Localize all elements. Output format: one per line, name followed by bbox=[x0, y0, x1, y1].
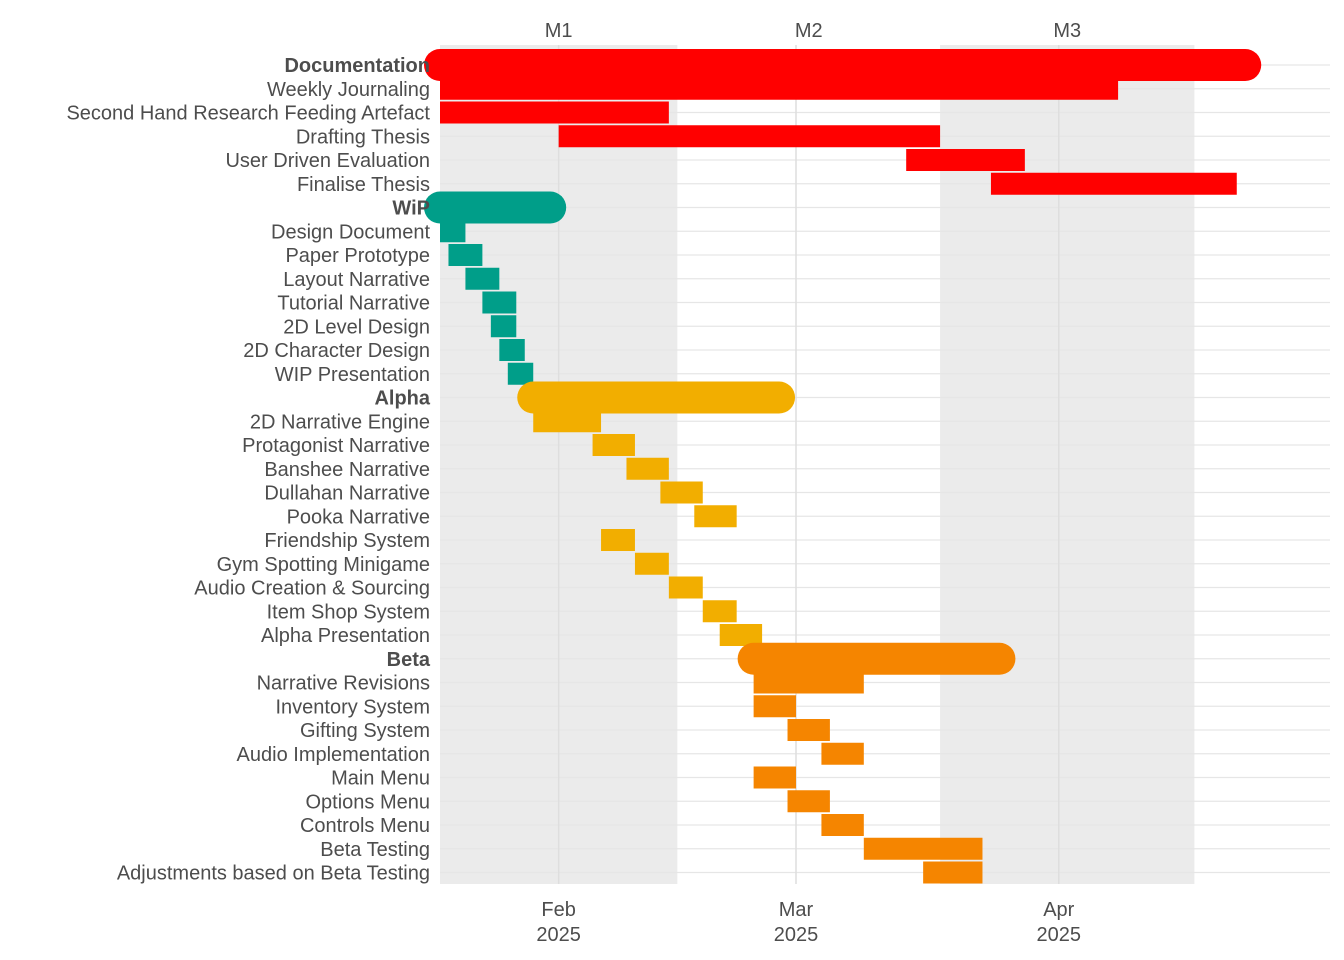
task-bar bbox=[558, 125, 941, 148]
task-bar bbox=[448, 244, 483, 266]
x-tick-label-year: 2025 bbox=[536, 924, 581, 946]
task-bar bbox=[592, 434, 635, 456]
task-label: Paper Prototype bbox=[285, 245, 430, 267]
task-bar bbox=[694, 505, 737, 528]
group-bar bbox=[517, 381, 796, 414]
task-label: Audio Creation & Sourcing bbox=[194, 578, 430, 600]
x-tick-label-month: Apr bbox=[1043, 899, 1074, 921]
gantt-bars bbox=[424, 49, 1262, 884]
task-label: Inventory System bbox=[275, 696, 430, 718]
milestone-bands bbox=[440, 45, 1195, 884]
task-bar bbox=[626, 457, 669, 480]
task-bar bbox=[753, 671, 864, 694]
task-label: Gym Spotting Minigame bbox=[217, 554, 430, 576]
task-label: 2D Level Design bbox=[283, 316, 430, 338]
x-tick-label-month: Feb bbox=[541, 899, 575, 921]
task-bar bbox=[906, 149, 1025, 171]
task-label: Audio Implementation bbox=[237, 744, 430, 766]
x-tick-label-year: 2025 bbox=[774, 924, 819, 946]
task-bar bbox=[440, 220, 466, 243]
task-label: Drafting Thesis bbox=[296, 126, 430, 148]
task-label: Beta Testing bbox=[320, 839, 430, 861]
task-bar bbox=[787, 790, 830, 813]
group-label: Documentation bbox=[284, 55, 430, 77]
task-label: Alpha Presentation bbox=[261, 625, 430, 647]
task-bar bbox=[821, 814, 864, 836]
task-label: WIP Presentation bbox=[275, 364, 430, 386]
milestone-label: M2 bbox=[795, 20, 823, 42]
task-label: Tutorial Narrative bbox=[277, 293, 430, 315]
task-label: Gifting System bbox=[300, 720, 430, 742]
task-label: Finalise Thesis bbox=[297, 174, 430, 196]
x-tick-label-month: Mar bbox=[779, 899, 814, 921]
task-bar bbox=[465, 267, 500, 290]
task-bar bbox=[787, 719, 830, 741]
task-label: Design Document bbox=[271, 221, 430, 243]
milestone-labels: M1 M2 M3 bbox=[545, 20, 1081, 42]
task-label: User Driven Evaluation bbox=[225, 150, 430, 172]
milestone-label: M3 bbox=[1053, 20, 1081, 42]
group-label: Beta bbox=[387, 649, 431, 671]
task-bar bbox=[863, 837, 983, 860]
task-bar bbox=[923, 861, 983, 884]
task-label: Protagonist Narrative bbox=[242, 435, 430, 457]
task-bar bbox=[668, 576, 703, 599]
task-bar bbox=[719, 624, 763, 646]
task-bar bbox=[660, 481, 703, 504]
milestone-label: M1 bbox=[545, 20, 573, 42]
group-label: Alpha bbox=[374, 388, 430, 410]
task-label: Banshee Narrative bbox=[264, 459, 430, 481]
grid-lines bbox=[440, 45, 1330, 884]
task-label: Item Shop System bbox=[267, 601, 430, 623]
task-bar bbox=[482, 291, 517, 314]
task-label: Controls Menu bbox=[300, 815, 430, 837]
task-label: Options Menu bbox=[305, 791, 430, 813]
task-label: Layout Narrative bbox=[283, 269, 430, 291]
task-label: Weekly Journaling bbox=[267, 79, 430, 101]
task-bar bbox=[753, 695, 796, 718]
task-bar bbox=[821, 742, 864, 765]
task-bar bbox=[533, 410, 602, 433]
x-axis-ticks: Feb 2025 Mar 2025 Apr 2025 bbox=[536, 899, 1081, 946]
task-bar bbox=[490, 315, 517, 338]
task-bar bbox=[507, 362, 534, 385]
group-label: WiP bbox=[392, 198, 430, 220]
task-label: Dullahan Narrative bbox=[264, 483, 430, 505]
task-bar bbox=[634, 552, 669, 575]
task-label: 2D Character Design bbox=[243, 340, 430, 362]
task-bar bbox=[990, 172, 1237, 195]
task-label: Second Hand Research Feeding Artefact bbox=[66, 103, 430, 125]
task-label: Adjustments based on Beta Testing bbox=[117, 863, 430, 885]
x-tick-label-year: 2025 bbox=[1037, 924, 1082, 946]
task-label: Pooka Narrative bbox=[287, 506, 430, 528]
task-label: Narrative Revisions bbox=[257, 673, 430, 695]
task-label: 2D Narrative Engine bbox=[250, 411, 430, 433]
task-bar bbox=[499, 339, 525, 361]
task-bar bbox=[702, 600, 737, 623]
task-bar bbox=[440, 77, 1119, 100]
task-label: Friendship System bbox=[264, 530, 430, 552]
task-bar bbox=[440, 101, 669, 124]
group-bar bbox=[737, 642, 1016, 675]
task-label: Main Menu bbox=[331, 768, 430, 790]
task-bar bbox=[753, 766, 796, 789]
group-bar bbox=[424, 49, 1262, 81]
task-bar bbox=[601, 529, 635, 551]
group-bar bbox=[424, 191, 567, 224]
